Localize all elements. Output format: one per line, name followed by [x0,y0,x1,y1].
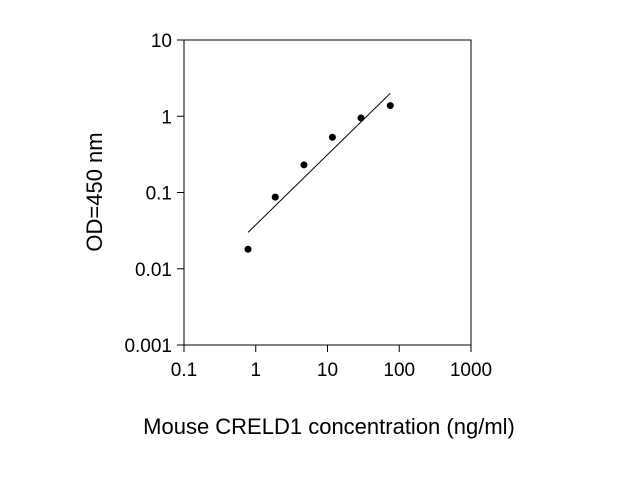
data-point [300,161,308,169]
y-axis-ticks: 0.001 0.01 0.1 1 10 [124,31,184,357]
data-point [357,114,365,122]
fit-line-group [247,92,391,233]
x-tick-label: 100 [383,360,415,381]
x-tick-label: 0.1 [171,360,197,381]
data-point [244,245,252,253]
x-axis-ticks: 0.1 1 10 100 1000 [171,345,492,381]
x-tick-label: 1 [250,360,261,381]
x-tick-label: 10 [317,360,338,381]
y-tick-label: 10 [151,31,172,52]
fit-line [247,92,391,233]
x-tick-label: 1000 [450,360,492,381]
data-point [328,133,336,141]
data-points [244,102,394,253]
y-tick-label: 0.1 [146,184,172,205]
y-axis-title: OD=450 nm [82,132,107,251]
y-tick-label: 0.001 [124,336,172,357]
y-tick-label: 1 [161,107,172,128]
data-point [271,193,279,201]
plot-frame [183,39,472,346]
x-axis-title: Mouse CRELD1 concentration (ng/ml) [143,414,515,439]
y-tick-label: 0.01 [135,260,172,281]
data-point [386,102,394,110]
